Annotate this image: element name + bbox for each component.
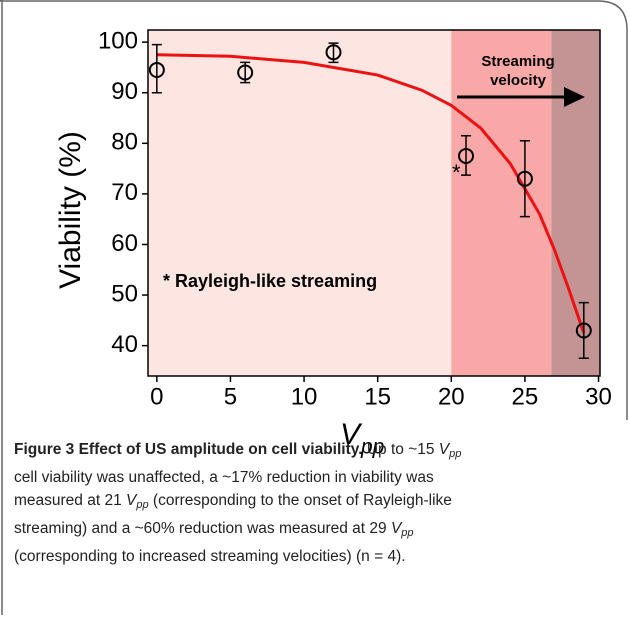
x-tick-label: 10 [291, 383, 318, 410]
caption-text: pp [136, 499, 149, 511]
error-bar [151, 43, 162, 94]
error-bar [461, 134, 472, 176]
y-tick-label: 70 [111, 179, 138, 206]
y-tick-label: 40 [111, 331, 138, 358]
arrow-head [564, 87, 585, 107]
caption-text: V [438, 441, 450, 458]
caption-line: streaming) and a ~60% reduction was meas… [14, 517, 614, 545]
y-tick-label: 50 [111, 280, 138, 307]
y-axis-label: Viability (%) [54, 131, 87, 289]
x-tick-label: 25 [512, 383, 539, 410]
caption-text: pp [401, 527, 414, 539]
y-tick-label: 100 [98, 27, 138, 54]
error-bar [578, 301, 589, 360]
data-point [458, 147, 475, 164]
x-axis-label-sub: pp [360, 436, 384, 459]
x-tick-label: 5 [224, 383, 237, 410]
caption-line: cell viability was unaffected, a ~17% re… [14, 466, 614, 489]
caption-text: streaming) and a ~60% reduction was meas… [14, 520, 391, 537]
data-point [575, 322, 592, 339]
caption-text: Figure 3 Effect of US amplitude on cell … [14, 441, 363, 458]
x-tick-label: 0 [150, 383, 163, 410]
y-tick-label: 80 [111, 129, 138, 156]
caption: Figure 3 Effect of US amplitude on cell … [14, 438, 614, 568]
caption-text: (corresponding to increased streaming ve… [14, 548, 406, 565]
annotation: Streaming [481, 53, 554, 70]
caption-text: pp [449, 448, 462, 460]
annotation: * [452, 160, 461, 185]
caption-text: Up to ~15 [362, 441, 439, 458]
region [148, 30, 452, 376]
x-tick-label: 15 [364, 383, 391, 410]
x-axis-label: V [340, 418, 363, 451]
caption-text: (corresponding to the onset of Rayleigh-… [148, 492, 452, 509]
region [551, 30, 600, 376]
error-bar [519, 140, 530, 218]
data-point [237, 64, 254, 81]
caption-text: V [390, 520, 402, 537]
x-tick-label: 20 [438, 383, 465, 410]
caption-text: cell viability was unaffected, a ~17% re… [14, 469, 434, 486]
caption-text: V [126, 492, 137, 509]
data-point [148, 61, 165, 78]
y-tick-label: 90 [111, 78, 138, 105]
annotation: * Rayleigh-like streaming [163, 271, 377, 291]
annotation: velocity [490, 72, 547, 89]
y-tick-label: 60 [111, 230, 138, 257]
caption-line: measured at 21 Vpp (corresponding to the… [14, 489, 614, 517]
caption-line: (corresponding to increased streaming ve… [14, 545, 614, 568]
data-point [325, 44, 342, 61]
caption-text: measured at 21 [14, 492, 127, 509]
caption-line: Figure 3 Effect of US amplitude on cell … [14, 438, 614, 466]
x-tick-label: 30 [585, 383, 612, 410]
fit-line [156, 53, 586, 334]
axes-box [147, 29, 601, 377]
data-point [516, 170, 533, 187]
